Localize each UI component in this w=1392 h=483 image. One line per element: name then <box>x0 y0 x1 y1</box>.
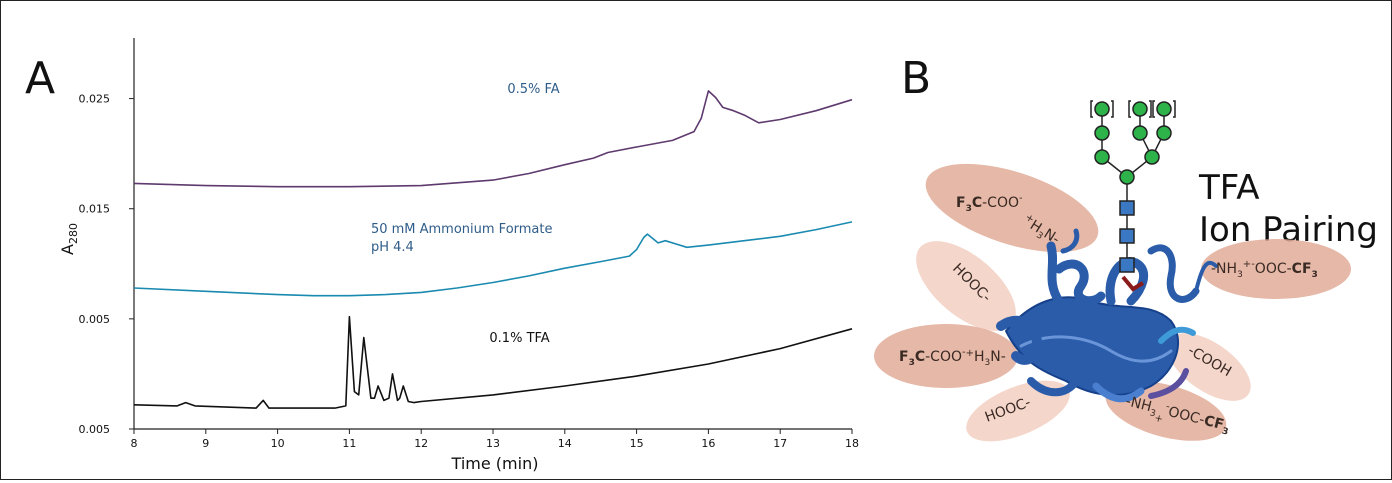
y-tick-label: 0.005 <box>79 423 111 436</box>
series-labels: 0.5% FA 50 mM Ammonium Formate pH 4.4 0.1% … <box>371 82 560 346</box>
y-tick-label: 0.005 <box>79 313 111 326</box>
ion-pair-ellipse-right-lower <box>1167 333 1251 401</box>
protein-ribbon-icon <box>996 228 1218 403</box>
x-tick-label: 9 <box>202 437 209 450</box>
ion-pair-ellipse-left-upper <box>916 241 1016 331</box>
series-line-2 <box>133 315 853 409</box>
y-tick-label: 0.015 <box>79 203 111 216</box>
series-lines <box>133 90 853 409</box>
series-line-0 <box>133 90 853 188</box>
series-line-1 <box>133 221 853 297</box>
x-tick-label: 10 <box>271 437 285 450</box>
glycan-tree-icon <box>1090 100 1176 273</box>
y-axis-label: A280 <box>58 223 80 255</box>
ion-pair-text-top-left: F3C-COO- <box>956 193 1023 214</box>
ion-pair-text-right: -NH3+-OOC-CF3 <box>1211 259 1318 280</box>
panel-a-label: A <box>25 53 55 104</box>
ion-pair-text-top-left-amine: +H3N- <box>1018 212 1063 250</box>
diagram-title-line1: TFA <box>1198 168 1259 208</box>
series-label-2-line-0: 0.1% TFA <box>489 331 549 346</box>
x-tick-label: 11 <box>342 437 356 450</box>
x-ticks: 8 9 10 11 12 13 14 15 16 17 18 <box>131 429 859 450</box>
y-ticks: 0.025 0.015 0.005 0.005 <box>79 93 134 436</box>
x-tick-label: 14 <box>558 437 572 450</box>
series-label-1-line-0: 50 mM Ammonium Formate <box>371 222 553 237</box>
x-tick-label: 13 <box>486 437 500 450</box>
glycan-linkage-icon <box>1121 275 1145 292</box>
x-tick-label: 16 <box>701 437 715 450</box>
ion-pair-ellipse-right <box>1201 239 1351 299</box>
series-label-1-line-1: pH 4.4 <box>371 240 414 255</box>
x-tick-label: 12 <box>414 437 428 450</box>
x-tick-label: 15 <box>630 437 644 450</box>
y-tick-label: 0.025 <box>79 93 111 106</box>
ion-pair-text-left-middle: F3C-COO-+H3N- <box>899 347 1006 368</box>
ion-pair-ellipse-bottom-left <box>966 380 1070 442</box>
panel-b-label: B <box>901 53 931 104</box>
x-tick-label: 8 <box>131 437 138 450</box>
x-axis-label: Time (min) <box>451 454 539 473</box>
series-label-0-line-0: 0.5% FA <box>507 82 559 97</box>
ion-pair-ellipse-left-middle <box>874 324 1018 388</box>
x-tick-label: 18 <box>845 437 859 450</box>
ion-pair-ellipse-top-left <box>925 163 1099 253</box>
x-tick-label: 17 <box>773 437 787 450</box>
